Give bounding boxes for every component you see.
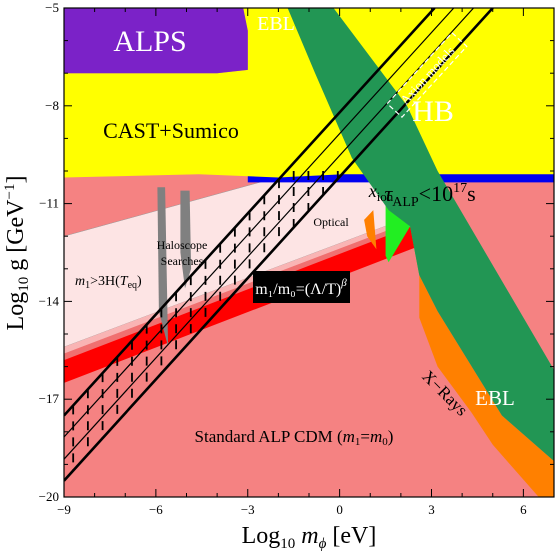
svg-text:τALP<1017s: τALP<1017s <box>384 181 475 210</box>
region-haloscope-searches <box>180 190 192 289</box>
y-tick-label: −20 <box>39 489 59 504</box>
label-ratio: m₁/m₀=(Λ/T)β <box>253 271 350 303</box>
label-haloscope: Haloscope <box>157 238 208 252</box>
axion-lower-line <box>64 8 494 482</box>
y-tick-label: −11 <box>39 196 59 211</box>
region-x-rays <box>419 275 554 497</box>
x-tick-label: 3 <box>428 502 435 517</box>
pink-mid-band <box>64 218 420 361</box>
label-ebl-top: EBL <box>257 13 295 35</box>
label-alps: ALPS <box>113 25 186 58</box>
y-tick-label: −5 <box>45 0 59 15</box>
label-xion: xion <box>368 181 394 204</box>
red-band <box>64 223 420 383</box>
label-hb: HB <box>412 95 454 128</box>
label-searches: Searches <box>161 254 204 268</box>
region-alps <box>64 8 248 74</box>
svg-text:m₁/m₀=(Λ/T)β: m₁/m₀=(Λ/T)β <box>255 277 347 298</box>
x-tick-label: −3 <box>241 502 255 517</box>
axion-inner-line <box>64 8 455 438</box>
region-ebl <box>287 8 554 462</box>
label-m1-3h: m1>3H(Teq) <box>75 274 142 291</box>
region-haloscope-searches <box>157 187 169 347</box>
x-tick-label: 6 <box>520 502 527 517</box>
axion-upper-line <box>64 8 436 417</box>
region-optical <box>364 210 377 250</box>
region-cast-sumico <box>64 8 554 178</box>
x-axis-label: Log10 mϕ [eV] <box>242 523 377 551</box>
label-cast: CAST+Sumico <box>103 118 239 143</box>
y-tick-label: −14 <box>39 293 60 308</box>
label-tau-alp: τALP<1017s <box>384 181 475 210</box>
x-tick-label: −6 <box>149 502 163 517</box>
label-optical: Optical <box>313 215 349 229</box>
label-ebl-bottom: EBL <box>475 386 515 410</box>
x-tick-label: −9 <box>57 502 71 517</box>
y-tick-label: −17 <box>39 391 60 406</box>
x-tick-label: 0 <box>336 502 343 517</box>
y-axis-label: Log10 g [GeV−1] <box>2 176 32 331</box>
axion-hatch <box>72 171 339 471</box>
plot-area <box>64 8 554 497</box>
label-standard: Standard ALP CDM (m1=m0) <box>195 427 394 448</box>
y-tick-label: −8 <box>45 98 59 113</box>
